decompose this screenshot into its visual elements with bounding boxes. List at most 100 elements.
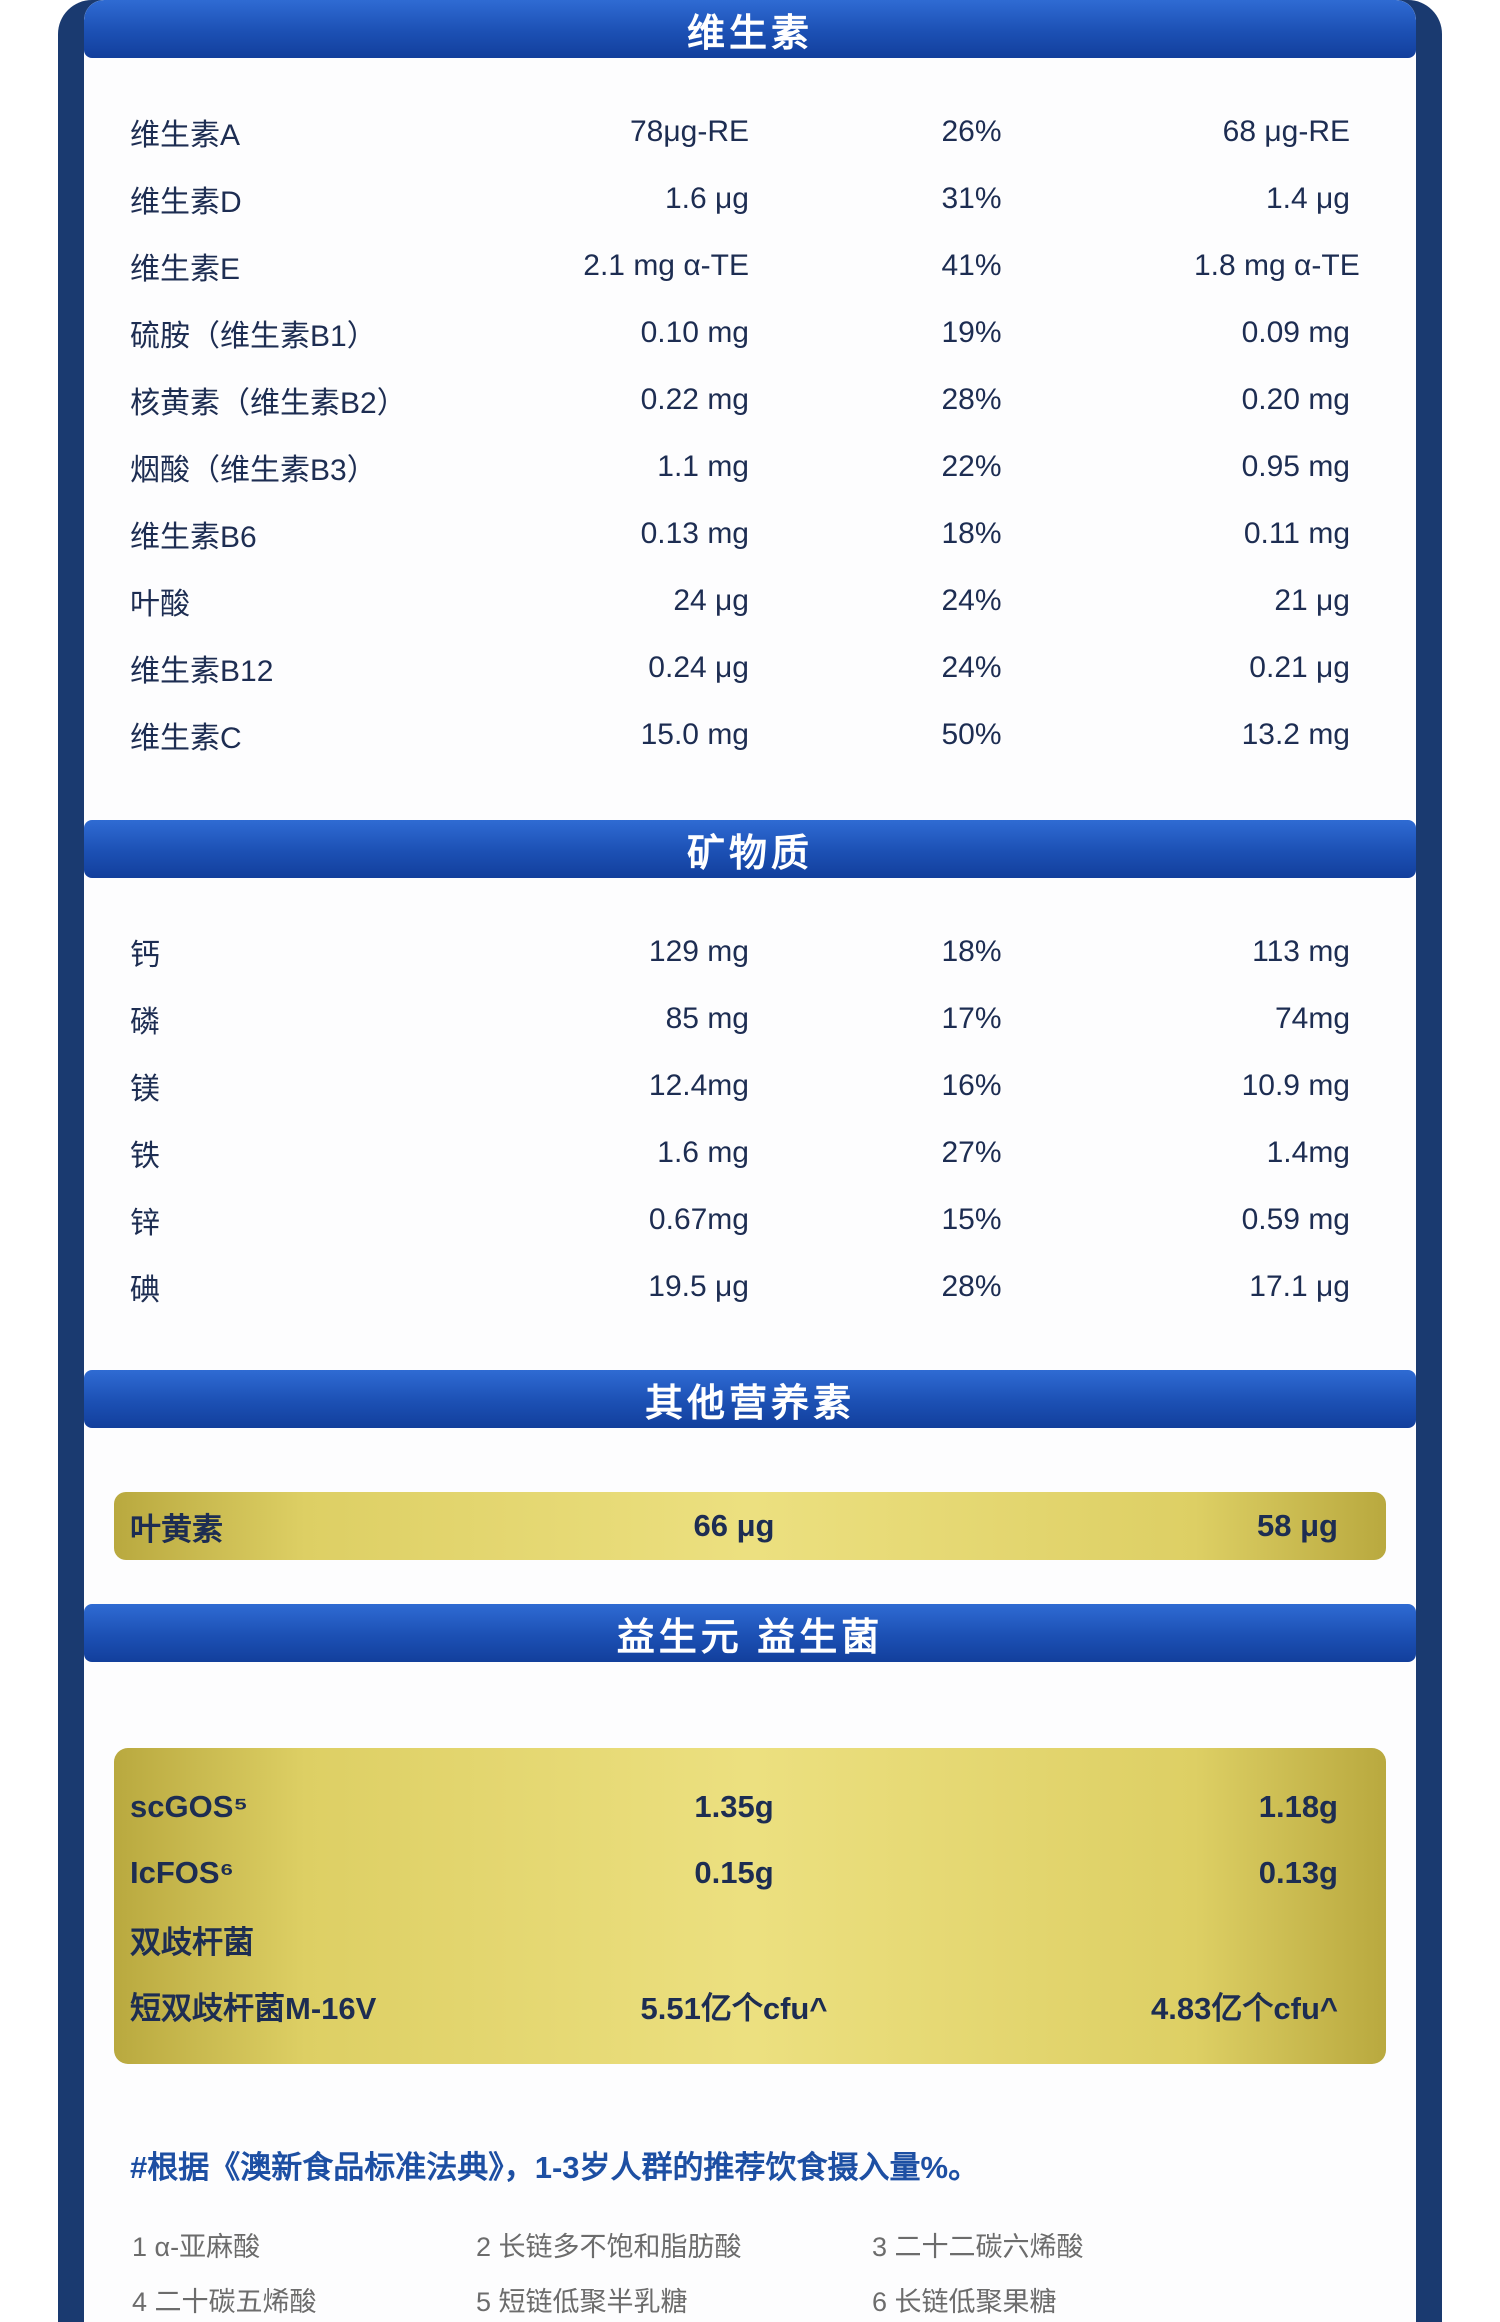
nutrient-amount: 1.6 μg — [664, 181, 749, 215]
nutrient-amount: 0.10 mg — [640, 315, 749, 349]
nutrient-amount-2: 68 μg-RE — [1222, 114, 1350, 148]
nutrient-amount: 15.0 mg — [640, 717, 749, 751]
nutrient-name: 镁 — [130, 1072, 160, 1106]
table-row: IcFOS⁶ 0.15g 0.13g — [114, 1840, 1386, 1906]
nutrient-amount: 129 mg — [648, 934, 749, 968]
section-title: 维生素 — [686, 12, 813, 55]
nutrient-amount: 24 μg — [673, 583, 749, 617]
minerals-table: 钙 129 mg 18% 113 mg 磷 85 mg 17% 74mg 镁 1… — [84, 878, 1416, 1370]
nutrient-percent: 18% — [941, 934, 1002, 968]
nutrient-amount-2: 10.9 mg — [1241, 1068, 1350, 1102]
nutrition-panel: 维生素 维生素A 78μg-RE 26% 68 μg-RE 维生素D 1.6 μ… — [58, 0, 1442, 2322]
section-header-other-nutrients: 其他营养素 — [84, 1370, 1416, 1428]
footnote-item: 1 α-亚麻酸 — [132, 2232, 261, 2262]
nutrient-amount: 19.5 μg — [648, 1269, 749, 1303]
table-row: 维生素C 15.0 mg 50% 13.2 mg — [84, 701, 1416, 768]
nutrient-percent: 50% — [941, 717, 1002, 751]
table-row: 维生素E 2.1 mg α-TE 41% 1.8 mg α-TE — [84, 232, 1416, 299]
reference-note: #根据《澳新食品标准法典》，1-3岁人群的推荐饮食摄入量%。 — [130, 2150, 980, 2185]
nutrient-name: 烟酸（维生素B3） — [130, 453, 377, 487]
nutrient-amount: 1.1 mg — [657, 449, 749, 483]
nutrient-percent: 22% — [941, 449, 1002, 483]
nutrient-name: 钙 — [130, 938, 160, 972]
nutrient-name: 磷 — [130, 1005, 160, 1039]
nutrition-panel-content: 维生素 维生素A 78μg-RE 26% 68 μg-RE 维生素D 1.6 μ… — [84, 0, 1416, 2322]
nutrient-amount: 66 μg — [693, 1508, 775, 1543]
nutrient-amount: 0.22 mg — [640, 382, 749, 416]
section-title: 其他营养素 — [644, 1382, 855, 1425]
nutrient-name: 短双歧杆菌M-16V — [130, 1990, 377, 2026]
nutrient-amount: 5.51亿个cfu^ — [640, 1990, 828, 2026]
lutein-row: 叶黄素 66 μg 58 μg — [114, 1492, 1386, 1560]
nutrient-amount: 2.1 mg α-TE — [583, 248, 749, 282]
table-row: 维生素B12 0.24 μg 24% 0.21 μg — [84, 634, 1416, 701]
nutrient-amount: 78μg-RE — [629, 114, 749, 148]
nutrient-amount-2: 0.21 μg — [1249, 650, 1350, 684]
nutrient-percent: 41% — [941, 248, 1002, 282]
nutrient-amount: 1.35g — [694, 1789, 774, 1824]
section-title: 益生元 益生菌 — [616, 1616, 884, 1659]
nutrient-amount-2: 0.95 mg — [1241, 449, 1350, 483]
nutrient-amount: 12.4mg — [648, 1068, 749, 1102]
nutrient-amount-2: 113 mg — [1252, 934, 1350, 968]
footnote-item: 4 二十碳五烯酸 — [132, 2287, 317, 2317]
table-row: 叶酸 24 μg 24% 21 μg — [84, 567, 1416, 634]
footnote-item: 6 长链低聚果糖 — [872, 2287, 1057, 2317]
footnote-item: 3 二十二碳六烯酸 — [872, 2232, 1084, 2262]
table-row: 维生素B6 0.13 mg 18% 0.11 mg — [84, 500, 1416, 567]
nutrient-name: 锌 — [130, 1206, 160, 1240]
nutrient-amount: 1.6 mg — [657, 1135, 749, 1169]
nutrient-name: 铁 — [130, 1139, 160, 1173]
nutrient-amount: 0.13 mg — [640, 516, 749, 550]
nutrient-amount-2: 74mg — [1274, 1001, 1350, 1035]
nutrient-name: 硫胺（维生素B1） — [130, 319, 377, 353]
nutrient-amount-2: 0.09 mg — [1241, 315, 1350, 349]
table-row: 核黄素（维生素B2） 0.22 mg 28% 0.20 mg — [84, 366, 1416, 433]
nutrient-name: 叶酸 — [130, 587, 190, 621]
nutrient-amount-2: 1.18g — [1258, 1789, 1338, 1824]
section-header-minerals: 矿物质 — [84, 820, 1416, 878]
section-header-probiotics: 益生元 益生菌 — [84, 1604, 1416, 1662]
nutrient-name: IcFOS⁶ — [130, 1855, 234, 1890]
nutrient-percent: 28% — [941, 382, 1002, 416]
nutrient-amount-2: 1.4mg — [1266, 1135, 1350, 1169]
nutrient-name: 维生素B12 — [130, 654, 274, 688]
nutrient-percent: 15% — [941, 1202, 1002, 1236]
nutrient-amount-2: 1.8 mg α-TE — [1194, 248, 1360, 282]
table-row: 维生素D 1.6 μg 31% 1.4 μg — [84, 165, 1416, 232]
nutrient-percent: 24% — [941, 583, 1002, 617]
section-header-vitamins: 维生素 — [84, 0, 1416, 58]
nutrient-amount-2: 0.59 mg — [1241, 1202, 1350, 1236]
nutrient-percent: 31% — [941, 181, 1002, 215]
table-row: 硫胺（维生素B1） 0.10 mg 19% 0.09 mg — [84, 299, 1416, 366]
table-row: 短双歧杆菌M-16V 5.51亿个cfu^ 4.83亿个cfu^ — [114, 1972, 1386, 2038]
nutrient-percent: 27% — [941, 1135, 1002, 1169]
table-row: 钙 129 mg 18% 113 mg — [84, 918, 1416, 985]
vitamins-table: 维生素A 78μg-RE 26% 68 μg-RE 维生素D 1.6 μg 31… — [84, 58, 1416, 820]
nutrient-percent: 17% — [941, 1001, 1002, 1035]
nutrient-name: 维生素D — [130, 185, 242, 219]
nutrient-amount: 0.24 μg — [648, 650, 749, 684]
nutrient-amount-2: 13.2 mg — [1241, 717, 1350, 751]
nutrient-name: 维生素C — [130, 721, 242, 755]
nutrient-percent: 18% — [941, 516, 1002, 550]
nutrient-amount: 0.15g — [694, 1855, 774, 1890]
table-row: 烟酸（维生素B3） 1.1 mg 22% 0.95 mg — [84, 433, 1416, 500]
nutrient-percent: 19% — [941, 315, 1002, 349]
nutrient-name: 维生素B6 — [130, 520, 257, 554]
nutrient-name: 维生素A — [130, 118, 241, 152]
nutrient-amount: 0.67mg — [648, 1202, 749, 1236]
nutrient-amount-2: 0.13g — [1258, 1855, 1338, 1890]
nutrient-percent: 16% — [941, 1068, 1002, 1102]
nutrient-name: 叶黄素 — [130, 1511, 223, 1547]
nutrient-amount: 85 mg — [665, 1001, 749, 1035]
table-row: 碘 19.5 μg 28% 17.1 μg — [84, 1253, 1416, 1320]
table-row: 铁 1.6 mg 27% 1.4mg — [84, 1119, 1416, 1186]
probiotics-table: scGOS⁵ 1.35g 1.18g IcFOS⁶ 0.15g 0.13g 双歧… — [114, 1748, 1386, 2064]
nutrient-percent: 28% — [941, 1269, 1002, 1303]
nutrient-amount-2: 4.83亿个cfu^ — [1151, 1990, 1338, 2026]
nutrient-amount-2: 58 μg — [1257, 1508, 1338, 1543]
nutrient-percent: 26% — [941, 114, 1002, 148]
nutrient-amount-2: 21 μg — [1274, 583, 1350, 617]
nutrient-name: 核黄素（维生素B2） — [130, 386, 407, 420]
